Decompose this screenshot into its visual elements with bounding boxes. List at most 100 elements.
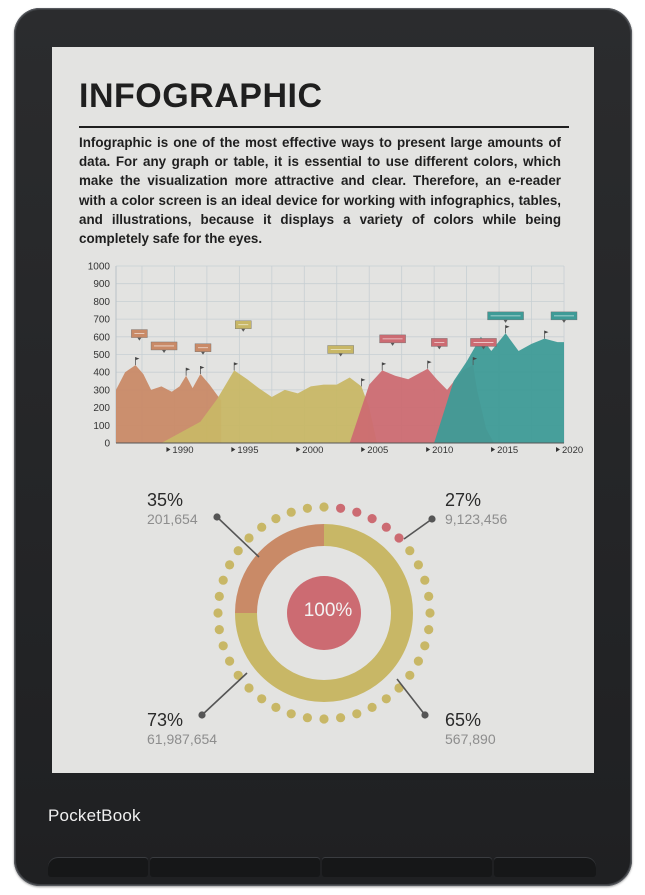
menu-button[interactable] (494, 857, 596, 877)
donut-dot (218, 641, 228, 651)
stat-top-right-value: 9,123,456 (445, 511, 508, 527)
y-tick-label: 600 (93, 332, 110, 343)
peak-flag (361, 378, 366, 382)
x-tick-marker (426, 447, 431, 452)
y-tick-label: 100 (93, 421, 110, 432)
stat-bottom-right-value: 567,890 (445, 731, 496, 747)
x-tick-marker (231, 447, 236, 452)
x-tick-label: 2000 (302, 445, 323, 456)
y-tick-label: 700 (93, 315, 110, 326)
y-tick-label: 800 (93, 297, 110, 308)
x-tick-label: 1990 (172, 445, 193, 456)
stat-top-left-value: 201,654 (147, 511, 198, 527)
donut-dot (424, 591, 434, 602)
peak-flag (135, 357, 140, 361)
peak-flag (505, 325, 510, 329)
annotation-pointer (562, 319, 566, 323)
y-tick-label: 0 (104, 439, 110, 450)
e-ink-screen: INFOGRAPHIC Infographic is one of the mo… (52, 47, 594, 773)
page-back-button[interactable] (150, 857, 320, 877)
x-tick-label: 2010 (432, 445, 453, 456)
y-tick-label: 300 (93, 385, 110, 396)
title-rule (79, 126, 569, 128)
donut-dot (271, 702, 281, 713)
annotation-flag (550, 311, 578, 323)
home-button[interactable] (48, 857, 148, 877)
y-tick-label: 900 (93, 279, 110, 290)
donut-segment-2 (235, 524, 413, 702)
donut-dot (257, 694, 267, 704)
leader-line (396, 678, 426, 716)
y-tick-label: 1000 (88, 262, 111, 273)
donut-dot (413, 560, 423, 570)
donut-dot (302, 713, 312, 723)
stat-bottom-left-value: 61,987,654 (147, 731, 218, 747)
peak-flag (234, 362, 239, 366)
annotation-flag (431, 338, 448, 350)
annotation-flag (487, 311, 524, 323)
donut-dot (319, 714, 329, 724)
leader-dot (421, 711, 429, 719)
page-title: INFOGRAPHIC (79, 77, 323, 115)
annotation-pointer (201, 351, 206, 355)
x-tick-label: 1995 (237, 445, 258, 456)
area-series-1 (116, 365, 222, 443)
donut-dot (413, 656, 423, 666)
stat-top-right-percent: 27% (445, 490, 482, 510)
annotation-pointer (338, 353, 343, 357)
donut-dot (381, 522, 391, 532)
donut-dot (257, 522, 267, 532)
donut-dot (420, 641, 430, 651)
donut-dot (244, 683, 254, 693)
hardware-buttons (48, 857, 598, 877)
peak-flag (427, 360, 432, 364)
y-tick-label: 400 (93, 368, 110, 379)
x-tick-marker (491, 447, 496, 452)
peak-flag (200, 365, 205, 369)
stat-top-right: 27% 9,123,456 (445, 490, 507, 528)
donut-dot (420, 575, 430, 585)
donut-dot (352, 507, 362, 517)
brand-logo: PocketBook (48, 806, 141, 825)
donut-dot (214, 591, 224, 602)
annotation-flag (131, 329, 148, 341)
donut-dot (352, 709, 362, 719)
x-tick-label: 2015 (497, 445, 518, 456)
stat-top-left: 35% 201,654 (147, 490, 198, 528)
area-series-2 (161, 370, 377, 443)
donut-dot (367, 514, 377, 524)
donut-dot (394, 533, 404, 543)
stat-bottom-left-percent: 73% (147, 710, 184, 730)
page-forward-button[interactable] (322, 857, 492, 877)
x-tick-marker (556, 447, 560, 452)
donut-dot (319, 502, 329, 512)
leader-line (216, 516, 260, 558)
donut-segment-1 (235, 524, 325, 614)
donut-chart (198, 502, 436, 724)
donut-dot (405, 546, 415, 556)
stat-bottom-left: 73% 61,987,654 (147, 710, 217, 748)
annotation-pointer (437, 346, 442, 350)
donut-dot (336, 713, 346, 723)
area-series-4 (434, 333, 564, 443)
donut-dot (233, 546, 243, 556)
donut-dot (367, 702, 377, 713)
stat-bottom-right-percent: 65% (445, 710, 482, 730)
x-tick-label: 2005 (367, 445, 388, 456)
leader-dot (428, 515, 436, 523)
annotation-flag (150, 341, 178, 353)
donut-dot (218, 575, 228, 585)
donut-dot (286, 709, 296, 719)
donut-center (287, 576, 361, 650)
donut-dot (405, 670, 415, 680)
peak-flag (382, 362, 387, 366)
annotation-flag (379, 334, 406, 346)
donut-dot (286, 507, 296, 517)
donut-dot (225, 560, 235, 570)
donut-dot (381, 694, 391, 704)
annotation-flag (470, 338, 497, 350)
annotation-pointer (390, 342, 395, 346)
donut-dot (244, 533, 254, 543)
